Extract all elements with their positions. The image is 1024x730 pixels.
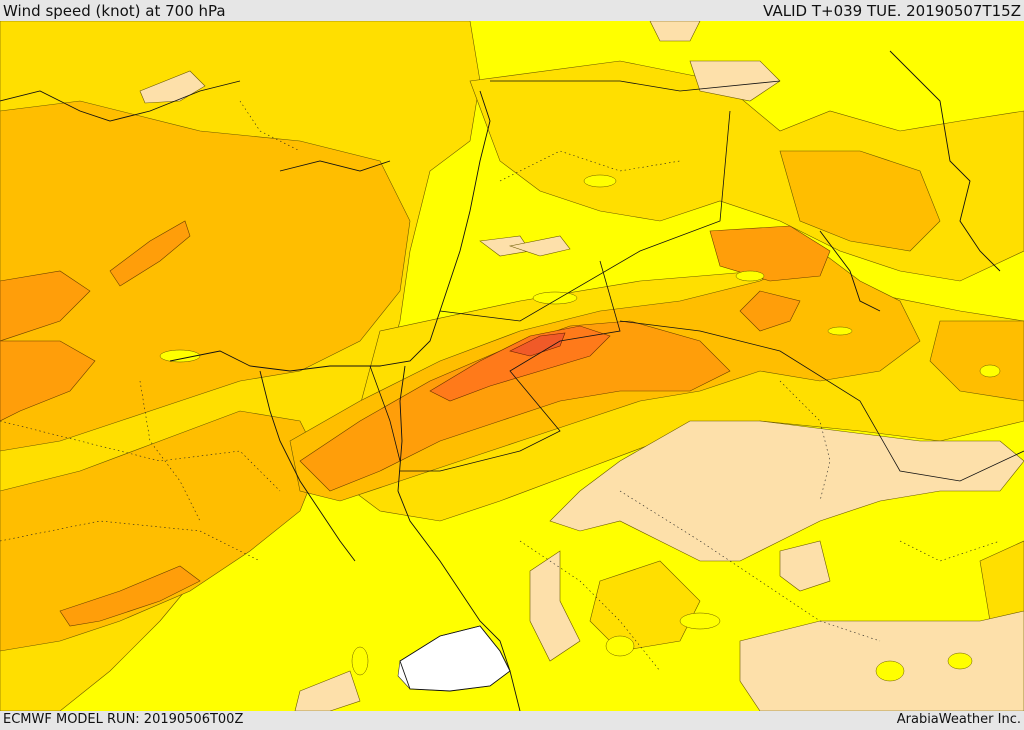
wind-low-areas [139, 21, 1024, 711]
wind-level-5-areas [429, 325, 611, 402]
coastlines [0, 50, 1001, 711]
map-title: Wind speed (knot) at 700 hPa [3, 1, 226, 20]
credit: ArabiaWeather Inc. [896, 712, 1021, 727]
map-header: Wind speed (knot) at 700 hPa VALID T+039… [0, 0, 1024, 21]
wind-small-patches [159, 174, 1001, 682]
valid-time: VALID T+039 TUE. 20190507T15Z [763, 1, 1021, 20]
wind-level-6-areas [509, 332, 566, 357]
wind-level-4-areas [0, 220, 831, 627]
model-run: ECMWF MODEL RUN: 20190506T00Z [3, 712, 244, 727]
map-canvas [0, 21, 1024, 711]
country-borders [369, 80, 1024, 482]
map-footer: ECMWF MODEL RUN: 20190506T00Z ArabiaWeat… [0, 711, 1024, 729]
wind-speed-map[interactable] [0, 21, 1024, 711]
region-borders [0, 100, 1001, 672]
